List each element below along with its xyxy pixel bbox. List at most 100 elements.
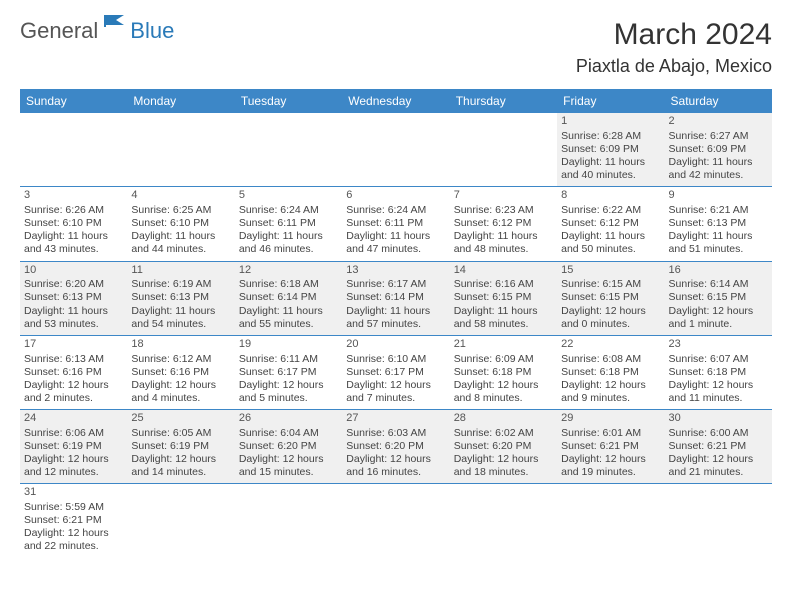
daylight-text: Daylight: 12 hours and 11 minutes. [669, 379, 768, 405]
calendar-cell: 29Sunrise: 6:01 AMSunset: 6:21 PMDayligh… [557, 410, 664, 484]
sunrise-text: Sunrise: 6:05 AM [131, 427, 230, 440]
sunset-text: Sunset: 6:21 PM [24, 514, 123, 527]
calendar-cell [665, 484, 772, 558]
calendar-cell: 8Sunrise: 6:22 AMSunset: 6:12 PMDaylight… [557, 187, 664, 261]
sunrise-text: Sunrise: 6:21 AM [669, 204, 768, 217]
sunrise-text: Sunrise: 6:28 AM [561, 130, 660, 143]
sunset-text: Sunset: 6:14 PM [346, 291, 445, 304]
day-number: 16 [669, 264, 768, 278]
day-header: Tuesday [235, 89, 342, 113]
calendar-cell: 16Sunrise: 6:14 AMSunset: 6:15 PMDayligh… [665, 261, 772, 335]
day-number: 4 [131, 189, 230, 203]
day-number: 11 [131, 264, 230, 278]
sunset-text: Sunset: 6:21 PM [669, 440, 768, 453]
calendar-cell: 6Sunrise: 6:24 AMSunset: 6:11 PMDaylight… [342, 187, 449, 261]
sunset-text: Sunset: 6:12 PM [454, 217, 553, 230]
calendar-cell: 17Sunrise: 6:13 AMSunset: 6:16 PMDayligh… [20, 335, 127, 409]
calendar-cell [235, 113, 342, 187]
day-number: 27 [346, 412, 445, 426]
calendar-cell: 20Sunrise: 6:10 AMSunset: 6:17 PMDayligh… [342, 335, 449, 409]
daylight-text: Daylight: 11 hours and 48 minutes. [454, 230, 553, 256]
daylight-text: Daylight: 11 hours and 51 minutes. [669, 230, 768, 256]
sunrise-text: Sunrise: 6:15 AM [561, 278, 660, 291]
sunset-text: Sunset: 6:20 PM [454, 440, 553, 453]
daylight-text: Daylight: 12 hours and 19 minutes. [561, 453, 660, 479]
sunrise-text: Sunrise: 6:27 AM [669, 130, 768, 143]
sunrise-text: Sunrise: 6:20 AM [24, 278, 123, 291]
daylight-text: Daylight: 11 hours and 53 minutes. [24, 305, 123, 331]
calendar-cell: 15Sunrise: 6:15 AMSunset: 6:15 PMDayligh… [557, 261, 664, 335]
daylight-text: Daylight: 11 hours and 50 minutes. [561, 230, 660, 256]
daylight-text: Daylight: 12 hours and 0 minutes. [561, 305, 660, 331]
day-number: 10 [24, 264, 123, 278]
sunrise-text: Sunrise: 6:19 AM [131, 278, 230, 291]
sunset-text: Sunset: 6:19 PM [24, 440, 123, 453]
daylight-text: Daylight: 12 hours and 5 minutes. [239, 379, 338, 405]
sunset-text: Sunset: 6:18 PM [561, 366, 660, 379]
calendar-cell [450, 113, 557, 187]
day-number: 24 [24, 412, 123, 426]
calendar-cell: 28Sunrise: 6:02 AMSunset: 6:20 PMDayligh… [450, 410, 557, 484]
daylight-text: Daylight: 12 hours and 1 minute. [669, 305, 768, 331]
sunrise-text: Sunrise: 6:04 AM [239, 427, 338, 440]
calendar-cell: 11Sunrise: 6:19 AMSunset: 6:13 PMDayligh… [127, 261, 234, 335]
sunrise-text: Sunrise: 6:11 AM [239, 353, 338, 366]
day-number: 1 [561, 115, 660, 129]
daylight-text: Daylight: 11 hours and 44 minutes. [131, 230, 230, 256]
sunrise-text: Sunrise: 6:25 AM [131, 204, 230, 217]
sunset-text: Sunset: 6:19 PM [131, 440, 230, 453]
calendar-cell: 18Sunrise: 6:12 AMSunset: 6:16 PMDayligh… [127, 335, 234, 409]
daylight-text: Daylight: 12 hours and 14 minutes. [131, 453, 230, 479]
sunrise-text: Sunrise: 6:23 AM [454, 204, 553, 217]
calendar-cell: 3Sunrise: 6:26 AMSunset: 6:10 PMDaylight… [20, 187, 127, 261]
day-number: 3 [24, 189, 123, 203]
sunrise-text: Sunrise: 6:22 AM [561, 204, 660, 217]
sunset-text: Sunset: 6:15 PM [454, 291, 553, 304]
calendar-cell: 22Sunrise: 6:08 AMSunset: 6:18 PMDayligh… [557, 335, 664, 409]
sunset-text: Sunset: 6:12 PM [561, 217, 660, 230]
calendar-table: SundayMondayTuesdayWednesdayThursdayFrid… [20, 89, 772, 558]
calendar-cell [450, 484, 557, 558]
day-number: 5 [239, 189, 338, 203]
sunrise-text: Sunrise: 6:00 AM [669, 427, 768, 440]
calendar-cell: 21Sunrise: 6:09 AMSunset: 6:18 PMDayligh… [450, 335, 557, 409]
calendar-cell: 2Sunrise: 6:27 AMSunset: 6:09 PMDaylight… [665, 113, 772, 187]
sunset-text: Sunset: 6:17 PM [346, 366, 445, 379]
daylight-text: Daylight: 11 hours and 40 minutes. [561, 156, 660, 182]
sunrise-text: Sunrise: 6:26 AM [24, 204, 123, 217]
day-number: 28 [454, 412, 553, 426]
location: Piaxtla de Abajo, Mexico [576, 56, 772, 77]
sunset-text: Sunset: 6:18 PM [669, 366, 768, 379]
calendar-cell: 25Sunrise: 6:05 AMSunset: 6:19 PMDayligh… [127, 410, 234, 484]
sunrise-text: Sunrise: 6:07 AM [669, 353, 768, 366]
sunrise-text: Sunrise: 6:17 AM [346, 278, 445, 291]
month-title: March 2024 [576, 18, 772, 52]
calendar-cell: 19Sunrise: 6:11 AMSunset: 6:17 PMDayligh… [235, 335, 342, 409]
daylight-text: Daylight: 12 hours and 18 minutes. [454, 453, 553, 479]
day-header: Thursday [450, 89, 557, 113]
calendar-cell [127, 484, 234, 558]
sunrise-text: Sunrise: 6:08 AM [561, 353, 660, 366]
day-number: 14 [454, 264, 553, 278]
calendar-cell [235, 484, 342, 558]
sunset-text: Sunset: 6:17 PM [239, 366, 338, 379]
daylight-text: Daylight: 11 hours and 57 minutes. [346, 305, 445, 331]
sunrise-text: Sunrise: 5:59 AM [24, 501, 123, 514]
daylight-text: Daylight: 11 hours and 54 minutes. [131, 305, 230, 331]
calendar-week: 31Sunrise: 5:59 AMSunset: 6:21 PMDayligh… [20, 484, 772, 558]
calendar-cell: 5Sunrise: 6:24 AMSunset: 6:11 PMDaylight… [235, 187, 342, 261]
daylight-text: Daylight: 12 hours and 12 minutes. [24, 453, 123, 479]
sunset-text: Sunset: 6:13 PM [669, 217, 768, 230]
daylight-text: Daylight: 12 hours and 7 minutes. [346, 379, 445, 405]
sunset-text: Sunset: 6:20 PM [239, 440, 338, 453]
logo-text-blue: Blue [130, 18, 174, 44]
calendar-week: 24Sunrise: 6:06 AMSunset: 6:19 PMDayligh… [20, 410, 772, 484]
sunrise-text: Sunrise: 6:02 AM [454, 427, 553, 440]
daylight-text: Daylight: 12 hours and 16 minutes. [346, 453, 445, 479]
daylight-text: Daylight: 12 hours and 4 minutes. [131, 379, 230, 405]
day-header: Friday [557, 89, 664, 113]
logo: General Blue [20, 18, 174, 44]
sunrise-text: Sunrise: 6:13 AM [24, 353, 123, 366]
calendar-cell: 9Sunrise: 6:21 AMSunset: 6:13 PMDaylight… [665, 187, 772, 261]
day-number: 7 [454, 189, 553, 203]
